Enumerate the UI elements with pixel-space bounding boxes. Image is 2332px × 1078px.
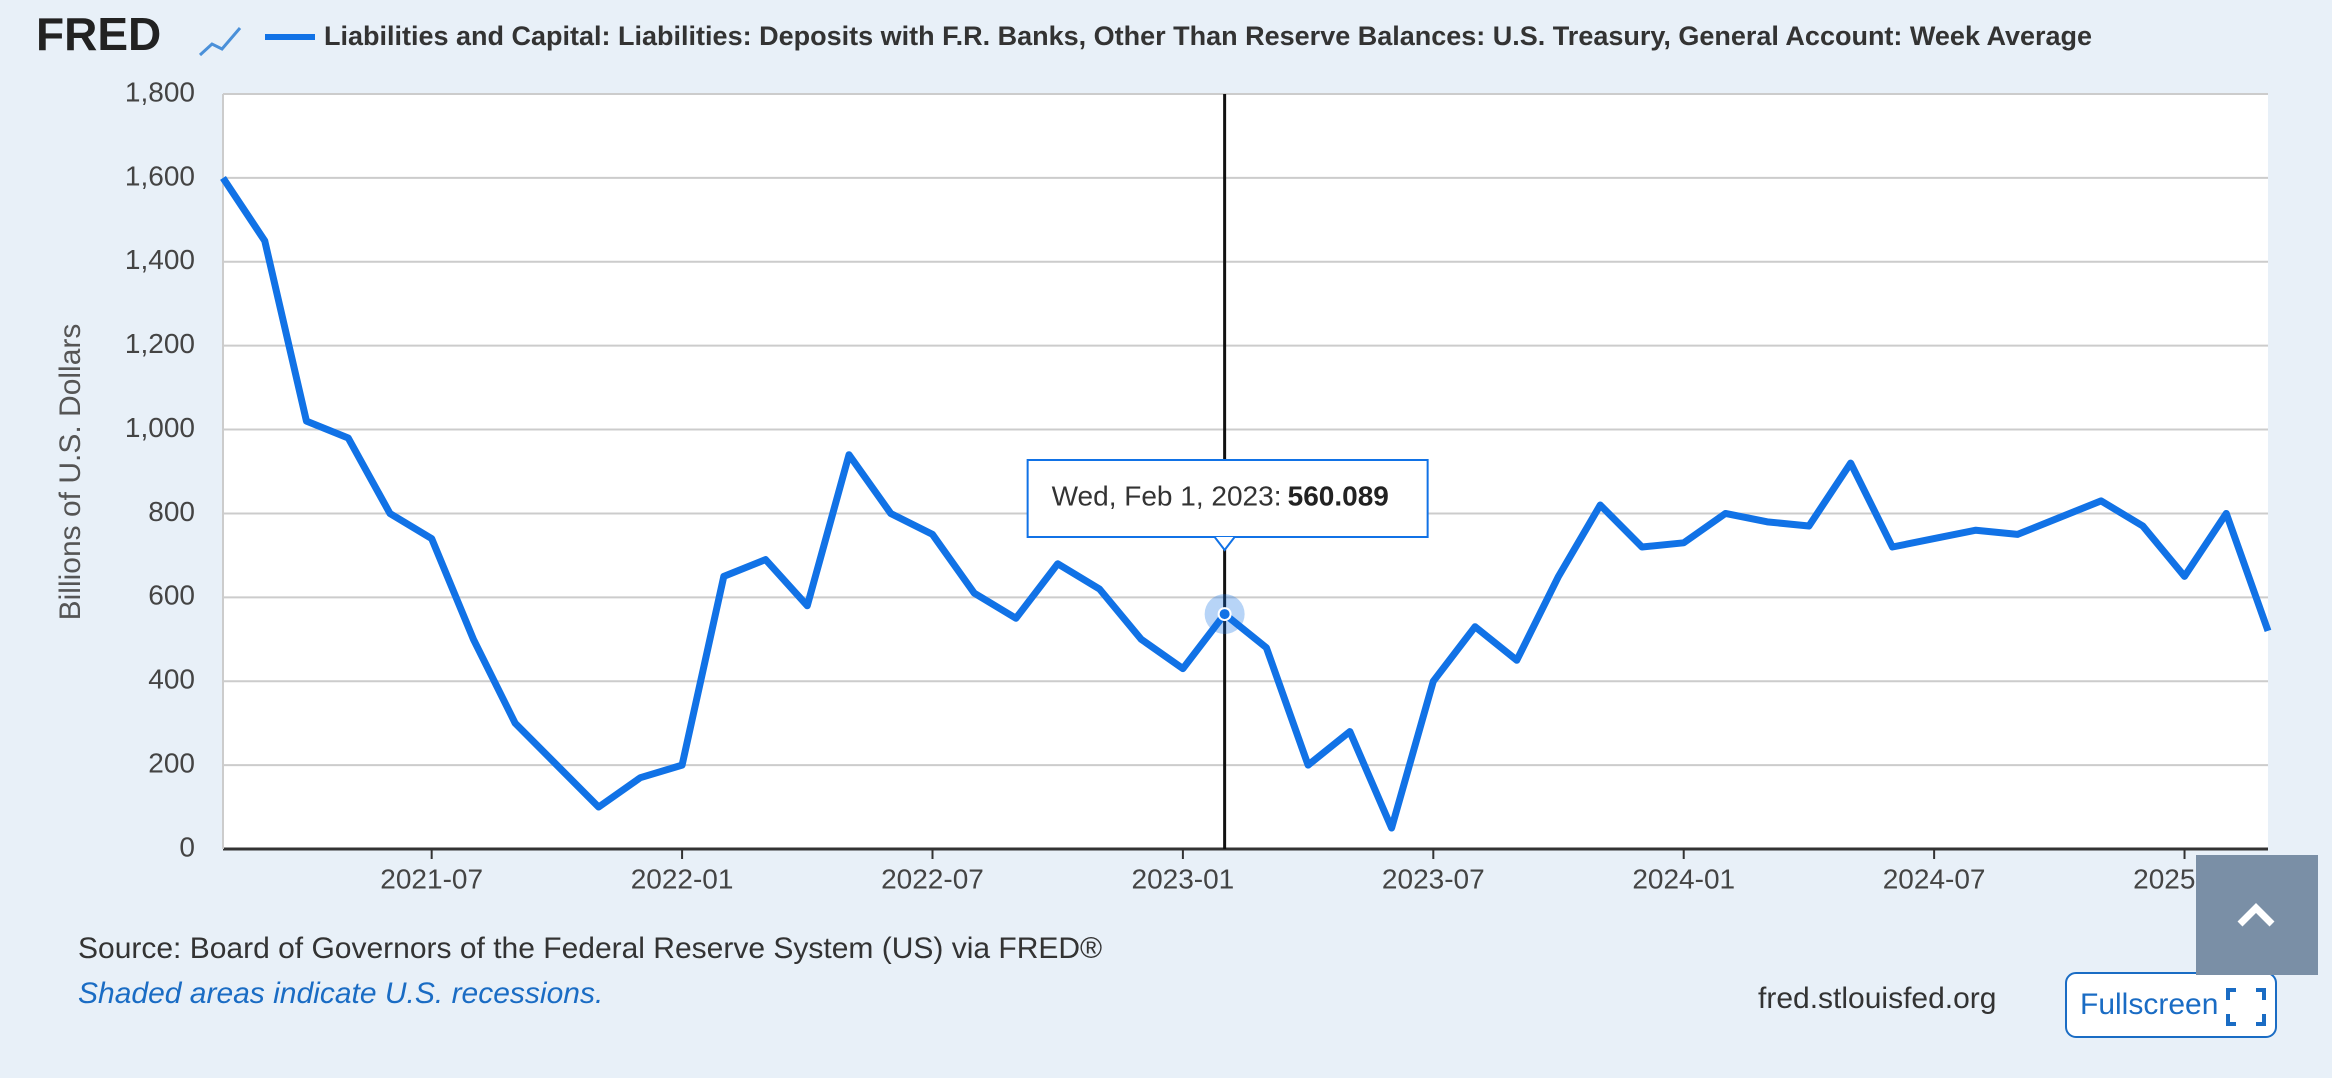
series-line	[220, 175, 2272, 832]
brand-logo: FRED	[36, 8, 161, 60]
y-tick-label: 1,000	[125, 412, 195, 443]
fullscreen-button[interactable]	[2065, 972, 2277, 1038]
x-tick-label: 2022-07	[881, 863, 984, 894]
y-tick-label: 200	[148, 748, 195, 779]
scroll-top-icon	[2237, 903, 2275, 927]
fullscreen-icon	[2226, 988, 2266, 1026]
fullscreen-label[interactable]: Fullscreen	[2080, 988, 2218, 1021]
hover-point	[1217, 607, 1232, 622]
tooltip-pointer	[1213, 536, 1236, 552]
y-tick-label: 1,200	[125, 328, 195, 359]
y-tick-label: 400	[148, 664, 195, 695]
x-tick-label: 2022-01	[631, 863, 734, 894]
y-tick-label: 1,400	[125, 244, 195, 275]
x-tick-label: 2023-07	[1382, 863, 1485, 894]
tooltip-value: 560.089	[1288, 480, 1389, 511]
recession-note[interactable]: Shaded areas indicate U.S. recessions.	[78, 977, 603, 1010]
y-tick-label: 1,800	[125, 76, 195, 107]
y-axis-label: Billions of U.S. Dollars	[54, 324, 87, 621]
y-tick-label: 0	[179, 831, 195, 862]
source: Source: Board of Governors of the Federa…	[78, 932, 1102, 965]
y-tick-label: 800	[148, 496, 195, 527]
x-tick-label: 2021-07	[380, 863, 483, 894]
tooltip-date: Wed, Feb 1, 2023:	[1052, 480, 1282, 511]
site-link[interactable]: fred.stlouisfed.org	[1758, 982, 1996, 1015]
scroll-top-button[interactable]	[2196, 855, 2318, 975]
x-tick-label: 2023-01	[1132, 863, 1235, 894]
legend-title: Liabilities and Capital: Liabilities: De…	[324, 21, 2092, 51]
x-tick-label: 2024-01	[1632, 863, 1735, 894]
y-tick-label: 600	[148, 580, 195, 611]
logo-icon	[198, 27, 242, 57]
y-tick-label: 1,600	[125, 160, 195, 191]
x-tick-label: 2024-07	[1883, 863, 1986, 894]
